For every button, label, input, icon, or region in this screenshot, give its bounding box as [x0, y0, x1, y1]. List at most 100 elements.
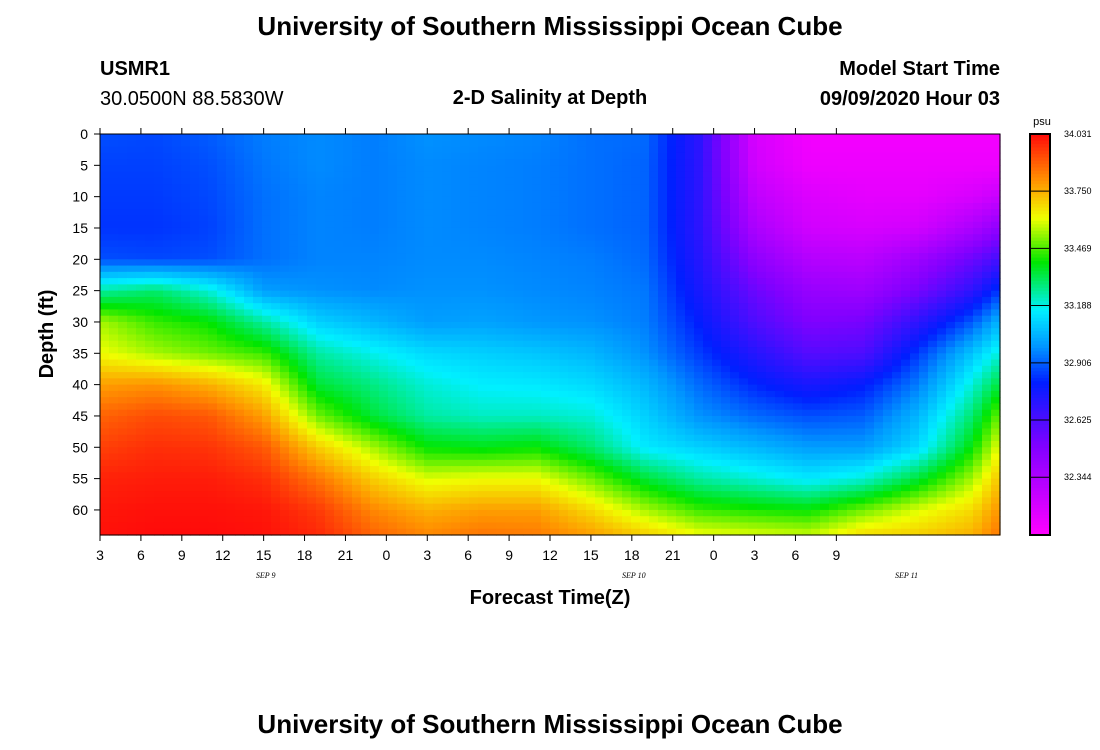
heatmap-cell: [460, 159, 470, 166]
heatmap-cell: [730, 165, 740, 173]
heatmap-cell: [847, 390, 857, 398]
heatmap-cell: [334, 397, 344, 405]
heatmap-cell: [127, 340, 137, 348]
heatmap-cell: [865, 284, 875, 292]
heatmap-cell: [172, 296, 182, 304]
heatmap-cell: [100, 259, 110, 267]
heatmap-cell: [658, 415, 668, 423]
heatmap-cell: [775, 434, 785, 442]
heatmap-cell: [586, 347, 596, 354]
heatmap-cell: [109, 146, 119, 154]
heatmap-cell: [208, 215, 218, 223]
heatmap-cell: [757, 159, 767, 166]
heatmap-cell: [406, 265, 416, 273]
heatmap-cell: [154, 177, 164, 185]
heatmap-cell: [388, 240, 398, 248]
heatmap-cell: [370, 309, 380, 317]
heatmap-cell: [127, 190, 137, 198]
heatmap-cell: [145, 265, 155, 273]
heatmap-cell: [379, 246, 389, 254]
heatmap-cell: [550, 196, 560, 204]
heatmap-cell: [307, 190, 317, 198]
heatmap-cell: [631, 165, 641, 173]
heatmap-cell: [586, 253, 596, 260]
heatmap-cell: [604, 234, 614, 242]
heatmap-cell: [280, 353, 290, 361]
heatmap-cell: [415, 428, 425, 436]
heatmap-cell: [352, 372, 362, 379]
heatmap-cell: [109, 390, 119, 398]
heatmap-cell: [649, 384, 659, 392]
heatmap-cell: [712, 309, 722, 317]
heatmap-cell: [217, 290, 227, 298]
heatmap-cell: [406, 209, 416, 217]
heatmap-cell: [397, 209, 407, 217]
heatmap-cell: [955, 434, 965, 442]
heatmap-cell: [613, 190, 623, 198]
heatmap-cell: [568, 359, 578, 367]
heatmap-cell: [937, 215, 947, 223]
heatmap-cell: [316, 315, 326, 323]
heatmap-cell: [442, 196, 452, 204]
heatmap-cell: [532, 378, 542, 386]
heatmap-cell: [622, 359, 632, 367]
heatmap-cell: [829, 303, 839, 311]
heatmap-cell: [379, 372, 389, 379]
heatmap-cell: [901, 221, 911, 229]
heatmap-cell: [910, 184, 920, 191]
heatmap-cell: [847, 353, 857, 361]
heatmap-cell: [847, 190, 857, 198]
heatmap-cell: [442, 234, 452, 242]
heatmap-cell: [982, 428, 992, 436]
heatmap-cell: [685, 215, 695, 223]
heatmap-cell: [487, 353, 497, 361]
heatmap-cell: [343, 428, 353, 436]
heatmap-cell: [838, 177, 848, 185]
heatmap-cell: [712, 290, 722, 298]
heatmap-cell: [883, 365, 893, 373]
heatmap-cell: [271, 271, 281, 279]
heatmap-cell: [136, 265, 146, 273]
heatmap-cell: [946, 184, 956, 191]
heatmap-cell: [388, 165, 398, 173]
heatmap-cell: [919, 177, 929, 185]
heatmap-cell: [325, 328, 335, 336]
heatmap-cell: [361, 372, 371, 379]
heatmap-cell: [631, 196, 641, 204]
heatmap-cell: [748, 415, 758, 423]
heatmap-cell: [874, 422, 884, 430]
heatmap-cell: [856, 152, 866, 160]
heatmap-cell: [676, 140, 686, 148]
heatmap-cell: [694, 434, 704, 442]
heatmap-cell: [910, 428, 920, 436]
heatmap-cell: [172, 403, 182, 411]
heatmap-cell: [451, 259, 461, 267]
heatmap-cell: [721, 140, 731, 148]
heatmap-cell: [757, 296, 767, 304]
heatmap-cell: [406, 177, 416, 185]
heatmap-cell: [127, 240, 137, 248]
heatmap-cell: [289, 353, 299, 361]
heatmap-cell: [739, 234, 749, 242]
heatmap-cell: [352, 227, 362, 235]
heatmap-cell: [460, 397, 470, 405]
heatmap-cell: [505, 184, 515, 191]
heatmap-cell: [874, 290, 884, 298]
heatmap-cell: [469, 171, 479, 179]
heatmap-cell: [658, 234, 668, 242]
heatmap-cell: [658, 265, 668, 273]
heatmap-cell: [496, 209, 506, 217]
heatmap-cell: [532, 152, 542, 160]
heatmap-cell: [208, 340, 218, 348]
heatmap-cell: [532, 384, 542, 392]
heatmap-cell: [325, 415, 335, 423]
heatmap-cell: [757, 328, 767, 336]
heatmap-cell: [379, 415, 389, 423]
heatmap-cell: [487, 253, 497, 260]
heatmap-cell: [757, 271, 767, 279]
heatmap-cell: [757, 209, 767, 217]
heatmap-cell: [226, 234, 236, 242]
heatmap-cell: [262, 340, 272, 348]
heatmap-cell: [622, 209, 632, 217]
heatmap-cell: [829, 309, 839, 317]
